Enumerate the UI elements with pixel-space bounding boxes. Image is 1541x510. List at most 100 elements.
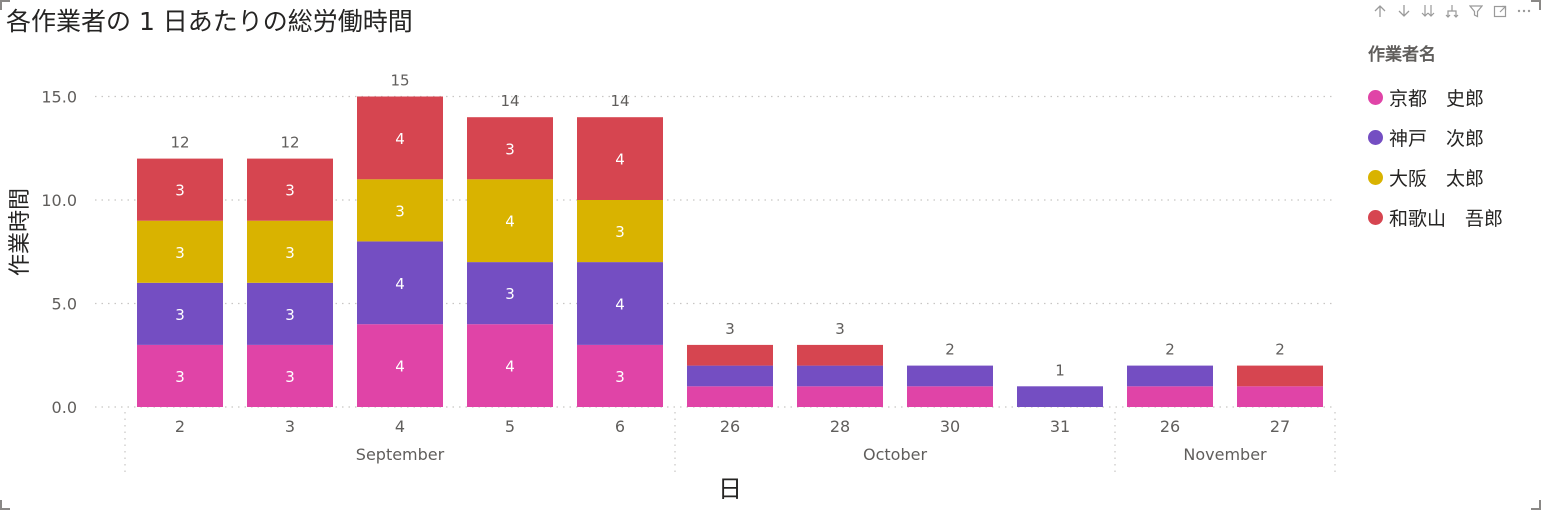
- total-data-label: 14: [610, 92, 629, 110]
- bar-segment: [1017, 386, 1103, 407]
- bar-segment: [357, 324, 443, 407]
- resize-handle-bottom-right[interactable]: [1531, 500, 1541, 510]
- y-axis-title: 作業時間: [8, 188, 33, 276]
- legend-item-kyoto[interactable]: 京都 史郎: [1368, 77, 1503, 117]
- x-group-label: October: [863, 445, 927, 464]
- legend-marker: [1368, 89, 1383, 105]
- resize-handle-top-right[interactable]: [1531, 0, 1541, 10]
- segment-data-label: 4: [615, 296, 625, 314]
- focus-mode-icon[interactable]: [1491, 2, 1509, 20]
- x-tick-label: 28: [830, 417, 850, 436]
- x-axis-title: 日: [718, 475, 742, 503]
- segment-data-label: 3: [175, 244, 185, 262]
- bar-segment: [467, 117, 553, 180]
- legend: 作業者名 京都 史郎 神戸 次郎 大阪 太郎 和歌山 吾郎: [1368, 40, 1503, 237]
- bar-segment: [577, 200, 663, 263]
- bar-segment: [137, 282, 223, 345]
- bar-segment: [687, 344, 773, 366]
- y-tick-label: 10.0: [41, 191, 77, 210]
- segment-data-label: 3: [175, 182, 185, 200]
- filter-icon[interactable]: [1467, 2, 1485, 20]
- x-tick-label: 26: [720, 417, 740, 436]
- bar-segment: [467, 262, 553, 325]
- bar-segment: [687, 386, 773, 407]
- segment-data-label: 3: [615, 368, 625, 386]
- segment-data-label: 4: [395, 130, 405, 148]
- legend-label: 和歌山 吾郎: [1389, 207, 1504, 230]
- legend-title: 作業者名: [1368, 45, 1436, 65]
- total-data-label: 3: [835, 320, 845, 338]
- bar-segment: [247, 282, 333, 345]
- bar-segment: [357, 179, 443, 242]
- legend-item-wakayama[interactable]: 和歌山 吾郎: [1368, 197, 1503, 237]
- segment-data-label: 4: [395, 275, 405, 293]
- bar-segment: [907, 386, 993, 407]
- legend-label: 京都 史郎: [1389, 87, 1485, 110]
- legend-item-kobe[interactable]: 神戸 次郎: [1368, 117, 1503, 157]
- more-options-icon[interactable]: [1515, 2, 1533, 20]
- bar-segment: [357, 241, 443, 325]
- segment-data-label: 3: [175, 368, 185, 386]
- bar-segment: [687, 365, 773, 387]
- x-group-label: November: [1183, 445, 1267, 464]
- y-tick-label: 15.0: [41, 88, 77, 107]
- visual-header-toolbar: [1371, 2, 1533, 20]
- segment-data-label: 3: [505, 140, 515, 158]
- x-group-label: September: [356, 445, 445, 464]
- segment-data-label: 4: [505, 213, 515, 231]
- segment-data-label: 4: [395, 358, 405, 376]
- bar-segment: [247, 344, 333, 407]
- expand-hierarchy-icon[interactable]: [1443, 2, 1461, 20]
- total-data-label: 15: [390, 72, 409, 90]
- bar-segment: [577, 344, 663, 407]
- chart-title: 各作業者の 1 日あたりの総労働時間: [6, 7, 413, 36]
- segment-data-label: 3: [615, 223, 625, 241]
- x-tick-label: 6: [615, 417, 625, 436]
- x-tick-label: 5: [505, 417, 515, 436]
- drill-down-icon[interactable]: [1395, 2, 1413, 20]
- segment-data-label: 4: [505, 358, 515, 376]
- x-tick-label: 31: [1050, 417, 1070, 436]
- bar-segment: [797, 344, 883, 366]
- bar-segment: [1237, 386, 1323, 407]
- total-data-label: 12: [280, 134, 299, 152]
- bar-segment: [137, 158, 223, 221]
- bar-segment: [137, 344, 223, 407]
- total-data-label: 14: [500, 92, 519, 110]
- segment-data-label: 3: [285, 368, 295, 386]
- bar-segment: [467, 179, 553, 263]
- bar-segment: [1127, 386, 1213, 407]
- legend-label: 神戸 次郎: [1389, 127, 1485, 150]
- bar-segment: [247, 158, 333, 221]
- bar-segment: [467, 324, 553, 407]
- expand-next-level-icon[interactable]: [1419, 2, 1437, 20]
- bar-segment: [797, 365, 883, 387]
- bar-segment: [907, 365, 993, 387]
- drill-up-icon[interactable]: [1371, 2, 1389, 20]
- y-tick-label: 0.0: [52, 398, 77, 417]
- legend-marker: [1368, 209, 1383, 225]
- resize-handle-top-left[interactable]: [0, 0, 10, 10]
- segment-data-label: 3: [285, 182, 295, 200]
- segment-data-label: 3: [285, 244, 295, 262]
- bar-segment: [577, 117, 663, 200]
- x-tick-label: 27: [1270, 417, 1290, 436]
- bar-segment: [357, 96, 443, 180]
- x-tick-label: 4: [395, 417, 405, 436]
- total-data-label: 2: [1275, 341, 1285, 359]
- x-tick-label: 3: [285, 417, 295, 436]
- total-data-label: 3: [725, 320, 735, 338]
- bar-segment: [797, 386, 883, 407]
- total-data-label: 2: [1165, 341, 1175, 359]
- bar-segment: [247, 220, 333, 283]
- resize-handle-bottom-left[interactable]: [0, 500, 10, 510]
- legend-item-osaka[interactable]: 大阪 太郎: [1368, 157, 1503, 197]
- x-tick-label: 26: [1160, 417, 1180, 436]
- total-data-label: 12: [170, 134, 189, 152]
- segment-data-label: 4: [615, 151, 625, 169]
- segment-data-label: 3: [395, 202, 405, 220]
- total-data-label: 1: [1055, 361, 1065, 379]
- legend-marker: [1368, 129, 1383, 145]
- y-tick-label: 5.0: [52, 295, 77, 314]
- legend-label: 大阪 太郎: [1389, 167, 1485, 190]
